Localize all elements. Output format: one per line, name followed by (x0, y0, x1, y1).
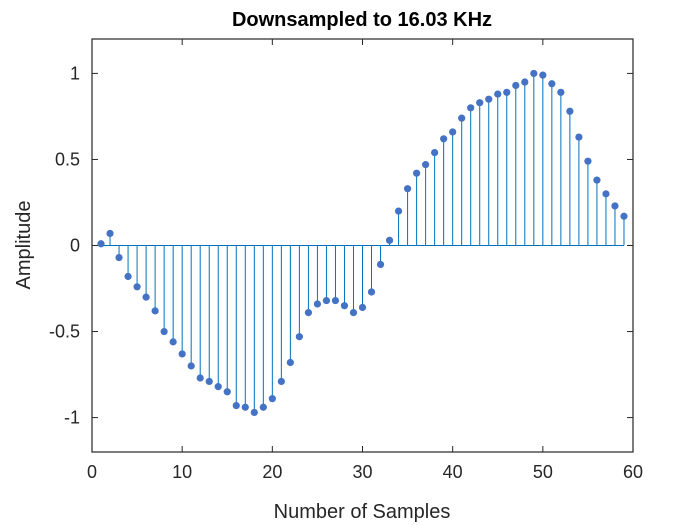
y-tick-label: 0.5 (55, 149, 80, 169)
stem-marker (340, 302, 349, 310)
stem-marker (440, 135, 448, 143)
stem-marker (106, 229, 114, 238)
stem-marker (521, 78, 529, 86)
x-tick-label: 40 (443, 462, 463, 482)
stem-marker (250, 408, 258, 417)
x-tick-label: 30 (352, 462, 372, 482)
stem-marker (476, 99, 484, 107)
stem-marker (223, 388, 231, 396)
stem-marker (403, 185, 412, 193)
stem-marker (259, 403, 267, 411)
stem-marker (349, 309, 358, 317)
stem-marker (358, 303, 367, 312)
stem-marker (584, 157, 592, 165)
stem-marker (295, 333, 303, 341)
stem-marker (286, 358, 294, 367)
stem-marker (205, 377, 213, 386)
stem-marker (151, 307, 159, 315)
stem-marker (322, 296, 331, 305)
stem-marker (367, 288, 376, 296)
stem-marker (268, 395, 276, 403)
stem-marker (142, 293, 150, 301)
y-tick-label: -1 (64, 408, 80, 428)
stem-marker (431, 148, 439, 157)
y-tick-label: 1 (70, 63, 80, 83)
stem-marker (394, 207, 403, 215)
stem-marker (160, 327, 168, 336)
stem-marker (575, 133, 583, 141)
stem-marker (413, 169, 421, 177)
stem-marker (602, 190, 610, 198)
stem-marker (494, 90, 502, 98)
stem-marker (566, 107, 574, 115)
stem-marker (97, 240, 105, 248)
x-tick-label: 20 (262, 462, 282, 482)
stem-marker (241, 403, 249, 411)
stem-marker (422, 161, 430, 169)
stem-marker (512, 81, 520, 90)
markers-layer (97, 69, 628, 417)
stem-marker (214, 383, 222, 391)
stem-marker (133, 283, 141, 291)
stem-marker (313, 300, 322, 308)
stem-marker (503, 88, 511, 96)
stem-marker (530, 69, 538, 78)
stem-marker (115, 253, 123, 262)
x-tick-label: 10 (172, 462, 192, 482)
stem-marker (557, 88, 565, 96)
x-tick-label: 0 (87, 462, 97, 482)
stem-marker (548, 80, 556, 88)
stem-marker (539, 71, 547, 79)
stem-marker (232, 401, 240, 410)
stem-marker (331, 296, 340, 305)
x-tick-label: 60 (623, 462, 643, 482)
stems-layer (100, 73, 625, 413)
stem-marker (178, 350, 186, 358)
stem-marker (304, 309, 312, 317)
stem-marker (376, 260, 385, 269)
x-axis-label: Number of Samples (274, 501, 451, 523)
stem-marker (467, 104, 475, 112)
chart-title: Downsampled to 16.03 KHz (232, 9, 492, 31)
stem-marker (124, 272, 132, 281)
stem-marker (449, 128, 457, 136)
stem-marker (169, 338, 177, 346)
stem-marker (385, 236, 394, 244)
stem-marker (611, 202, 619, 210)
stem-marker (593, 176, 601, 184)
stem-marker (277, 377, 285, 386)
x-tick-label: 50 (533, 462, 553, 482)
y-axis-label: Amplitude (13, 201, 35, 290)
stem-marker (187, 362, 195, 370)
ticks-layer: 0 10 20 30 40 50 60 -1 -0.5 0 0.5 1 (49, 39, 643, 482)
stem-marker (196, 374, 204, 382)
stem-marker (620, 212, 628, 220)
stem-marker (458, 114, 466, 122)
stem-marker (485, 95, 493, 103)
y-tick-label: -0.5 (49, 322, 80, 342)
y-tick-label: 0 (70, 236, 80, 256)
